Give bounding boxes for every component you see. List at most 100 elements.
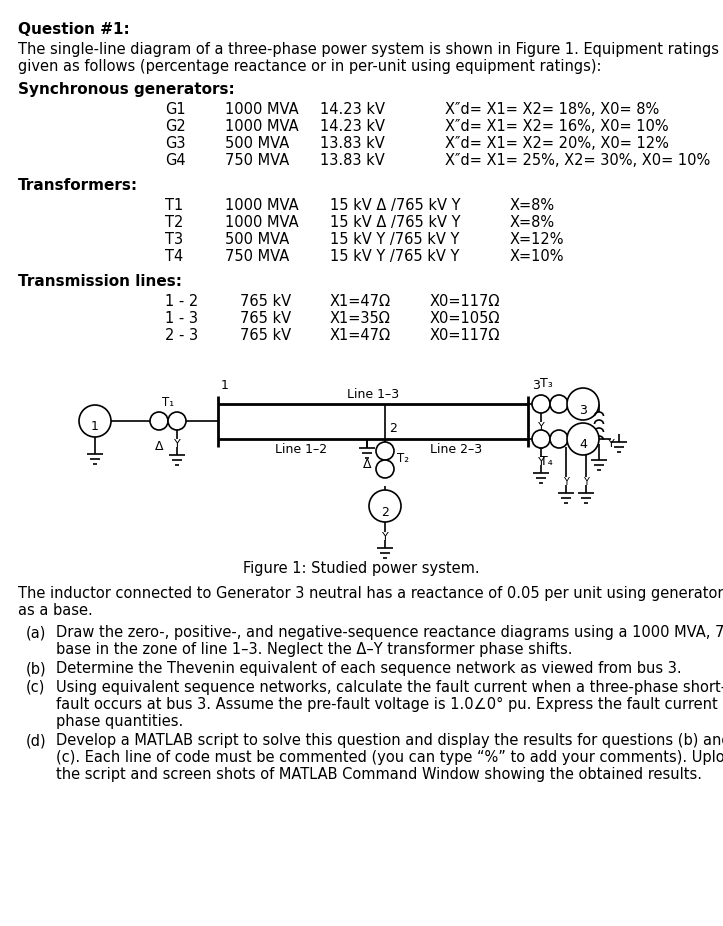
Text: (c): (c) — [26, 680, 46, 695]
Text: 2: 2 — [381, 506, 389, 519]
Text: X0=117Ω: X0=117Ω — [430, 294, 500, 309]
Circle shape — [376, 442, 394, 460]
Text: G3: G3 — [165, 136, 186, 151]
Text: (d): (d) — [26, 733, 46, 748]
Text: 4: 4 — [579, 439, 587, 452]
Text: X=12%: X=12% — [510, 232, 565, 247]
Text: 13.83 kV: 13.83 kV — [320, 153, 385, 168]
Text: X1=47Ω: X1=47Ω — [330, 328, 391, 343]
Text: Δ: Δ — [155, 440, 163, 453]
Text: Y: Y — [583, 477, 589, 487]
Text: The single-line diagram of a three-phase power system is shown in Figure 1. Equi: The single-line diagram of a three-phase… — [18, 42, 723, 57]
Text: T3: T3 — [165, 232, 183, 247]
Text: 1000 MVA: 1000 MVA — [225, 215, 299, 230]
Text: given as follows (percentage reactance or in per-unit using equipment ratings):: given as follows (percentage reactance o… — [18, 59, 602, 74]
Text: X″d= X1= 25%, X2= 30%, X0= 10%: X″d= X1= 25%, X2= 30%, X0= 10% — [445, 153, 710, 168]
Text: X″d= X1= X2= 20%, X0= 12%: X″d= X1= X2= 20%, X0= 12% — [445, 136, 669, 151]
Text: 750 MVA: 750 MVA — [225, 153, 289, 168]
Text: X1=35Ω: X1=35Ω — [330, 311, 390, 326]
Text: 500 MVA: 500 MVA — [225, 136, 289, 151]
Text: phase quantities.: phase quantities. — [56, 714, 183, 729]
Text: 2: 2 — [389, 422, 397, 435]
Text: 14.23 kV: 14.23 kV — [320, 119, 385, 134]
Text: Y: Y — [382, 532, 388, 542]
Circle shape — [567, 388, 599, 420]
Text: 1000 MVA: 1000 MVA — [225, 102, 299, 117]
Circle shape — [550, 430, 568, 448]
Text: 1 - 2: 1 - 2 — [165, 294, 198, 309]
Text: 750 MVA: 750 MVA — [225, 249, 289, 264]
Text: Line 1–2: Line 1–2 — [275, 443, 327, 456]
Text: Y: Y — [538, 457, 544, 467]
Text: Y: Y — [538, 422, 544, 432]
Circle shape — [532, 395, 550, 413]
Text: X=8%: X=8% — [510, 215, 555, 230]
Text: 765 kV: 765 kV — [240, 311, 291, 326]
Text: X=10%: X=10% — [510, 249, 565, 264]
Text: base in the zone of line 1–3. Neglect the Δ–Y transformer phase shifts.: base in the zone of line 1–3. Neglect th… — [56, 642, 573, 657]
Text: Figure 1: Studied power system.: Figure 1: Studied power system. — [243, 561, 479, 576]
Text: 765 kV: 765 kV — [240, 294, 291, 309]
Text: Transmission lines:: Transmission lines: — [18, 274, 182, 289]
Text: Δ: Δ — [363, 458, 371, 471]
Text: 13.83 kV: 13.83 kV — [320, 136, 385, 151]
Text: Synchronous generators:: Synchronous generators: — [18, 82, 235, 97]
Text: 3: 3 — [579, 404, 587, 417]
Text: Y: Y — [563, 477, 569, 487]
Text: 14.23 kV: 14.23 kV — [320, 102, 385, 117]
Text: Question #1:: Question #1: — [18, 22, 129, 37]
Text: the script and screen shots of MATLAB Command Window showing the obtained result: the script and screen shots of MATLAB Co… — [56, 767, 702, 782]
Circle shape — [79, 405, 111, 437]
Text: Y: Y — [174, 439, 180, 449]
Text: Line 2–3: Line 2–3 — [430, 443, 482, 456]
Text: 1: 1 — [221, 379, 229, 392]
Text: X0=105Ω: X0=105Ω — [430, 311, 500, 326]
Text: X″d= X1= X2= 16%, X0= 10%: X″d= X1= X2= 16%, X0= 10% — [445, 119, 669, 134]
Text: 2 - 3: 2 - 3 — [165, 328, 198, 343]
Text: 15 kV Y /765 kV Y: 15 kV Y /765 kV Y — [330, 249, 459, 264]
Text: The inductor connected to Generator 3 neutral has a reactance of 0.05 per unit u: The inductor connected to Generator 3 ne… — [18, 586, 723, 601]
Text: Line 1–3: Line 1–3 — [347, 388, 399, 401]
Text: T1: T1 — [165, 198, 183, 213]
Text: 1000 MVA: 1000 MVA — [225, 198, 299, 213]
Text: (a): (a) — [26, 625, 46, 640]
Text: T₁: T₁ — [162, 396, 174, 409]
Circle shape — [168, 412, 186, 430]
Circle shape — [550, 395, 568, 413]
Circle shape — [567, 423, 599, 455]
Text: G2: G2 — [165, 119, 186, 134]
Text: G1: G1 — [165, 102, 186, 117]
Text: 500 MVA: 500 MVA — [225, 232, 289, 247]
Text: Using equivalent sequence networks, calculate the fault current when a three-pha: Using equivalent sequence networks, calc… — [56, 680, 723, 695]
Text: T₃: T₃ — [540, 377, 553, 390]
Text: 3: 3 — [532, 379, 540, 392]
Text: X0=117Ω: X0=117Ω — [430, 328, 500, 343]
Circle shape — [150, 412, 168, 430]
Text: 15 kV Y /765 kV Y: 15 kV Y /765 kV Y — [330, 232, 459, 247]
Text: X1=47Ω: X1=47Ω — [330, 294, 391, 309]
Text: 1000 MVA: 1000 MVA — [225, 119, 299, 134]
Text: Draw the zero-, positive-, and negative-sequence reactance diagrams using a 1000: Draw the zero-, positive-, and negative-… — [56, 625, 723, 640]
Text: X″d= X1= X2= 18%, X0= 8%: X″d= X1= X2= 18%, X0= 8% — [445, 102, 659, 117]
Circle shape — [369, 490, 401, 522]
Text: T₂: T₂ — [397, 452, 409, 465]
Circle shape — [376, 460, 394, 478]
Text: T2: T2 — [165, 215, 184, 230]
Text: T4: T4 — [165, 249, 183, 264]
Text: 1: 1 — [91, 420, 99, 433]
Text: Transformers:: Transformers: — [18, 178, 138, 193]
Text: 1 - 3: 1 - 3 — [165, 311, 198, 326]
Text: X=8%: X=8% — [510, 198, 555, 213]
Text: as a base.: as a base. — [18, 603, 93, 618]
Circle shape — [532, 430, 550, 448]
Text: Determine the Thevenin equivalent of each sequence network as viewed from bus 3.: Determine the Thevenin equivalent of eac… — [56, 661, 682, 676]
Text: Develop a MATLAB script to solve this question and display the results for quest: Develop a MATLAB script to solve this qu… — [56, 733, 723, 748]
Text: T₄: T₄ — [540, 455, 553, 468]
Text: 15 kV Δ /765 kV Y: 15 kV Δ /765 kV Y — [330, 198, 461, 213]
Text: 15 kV Δ /765 kV Y: 15 kV Δ /765 kV Y — [330, 215, 461, 230]
Text: (c). Each line of code must be commented (you can type “%” to add your comments): (c). Each line of code must be commented… — [56, 750, 723, 765]
Text: 765 kV: 765 kV — [240, 328, 291, 343]
Text: G4: G4 — [165, 153, 186, 168]
Text: Y: Y — [607, 439, 615, 449]
Text: fault occurs at bus 3. Assume the pre-fault voltage is 1.0∠0° pu. Express the fa: fault occurs at bus 3. Assume the pre-fa… — [56, 697, 723, 712]
